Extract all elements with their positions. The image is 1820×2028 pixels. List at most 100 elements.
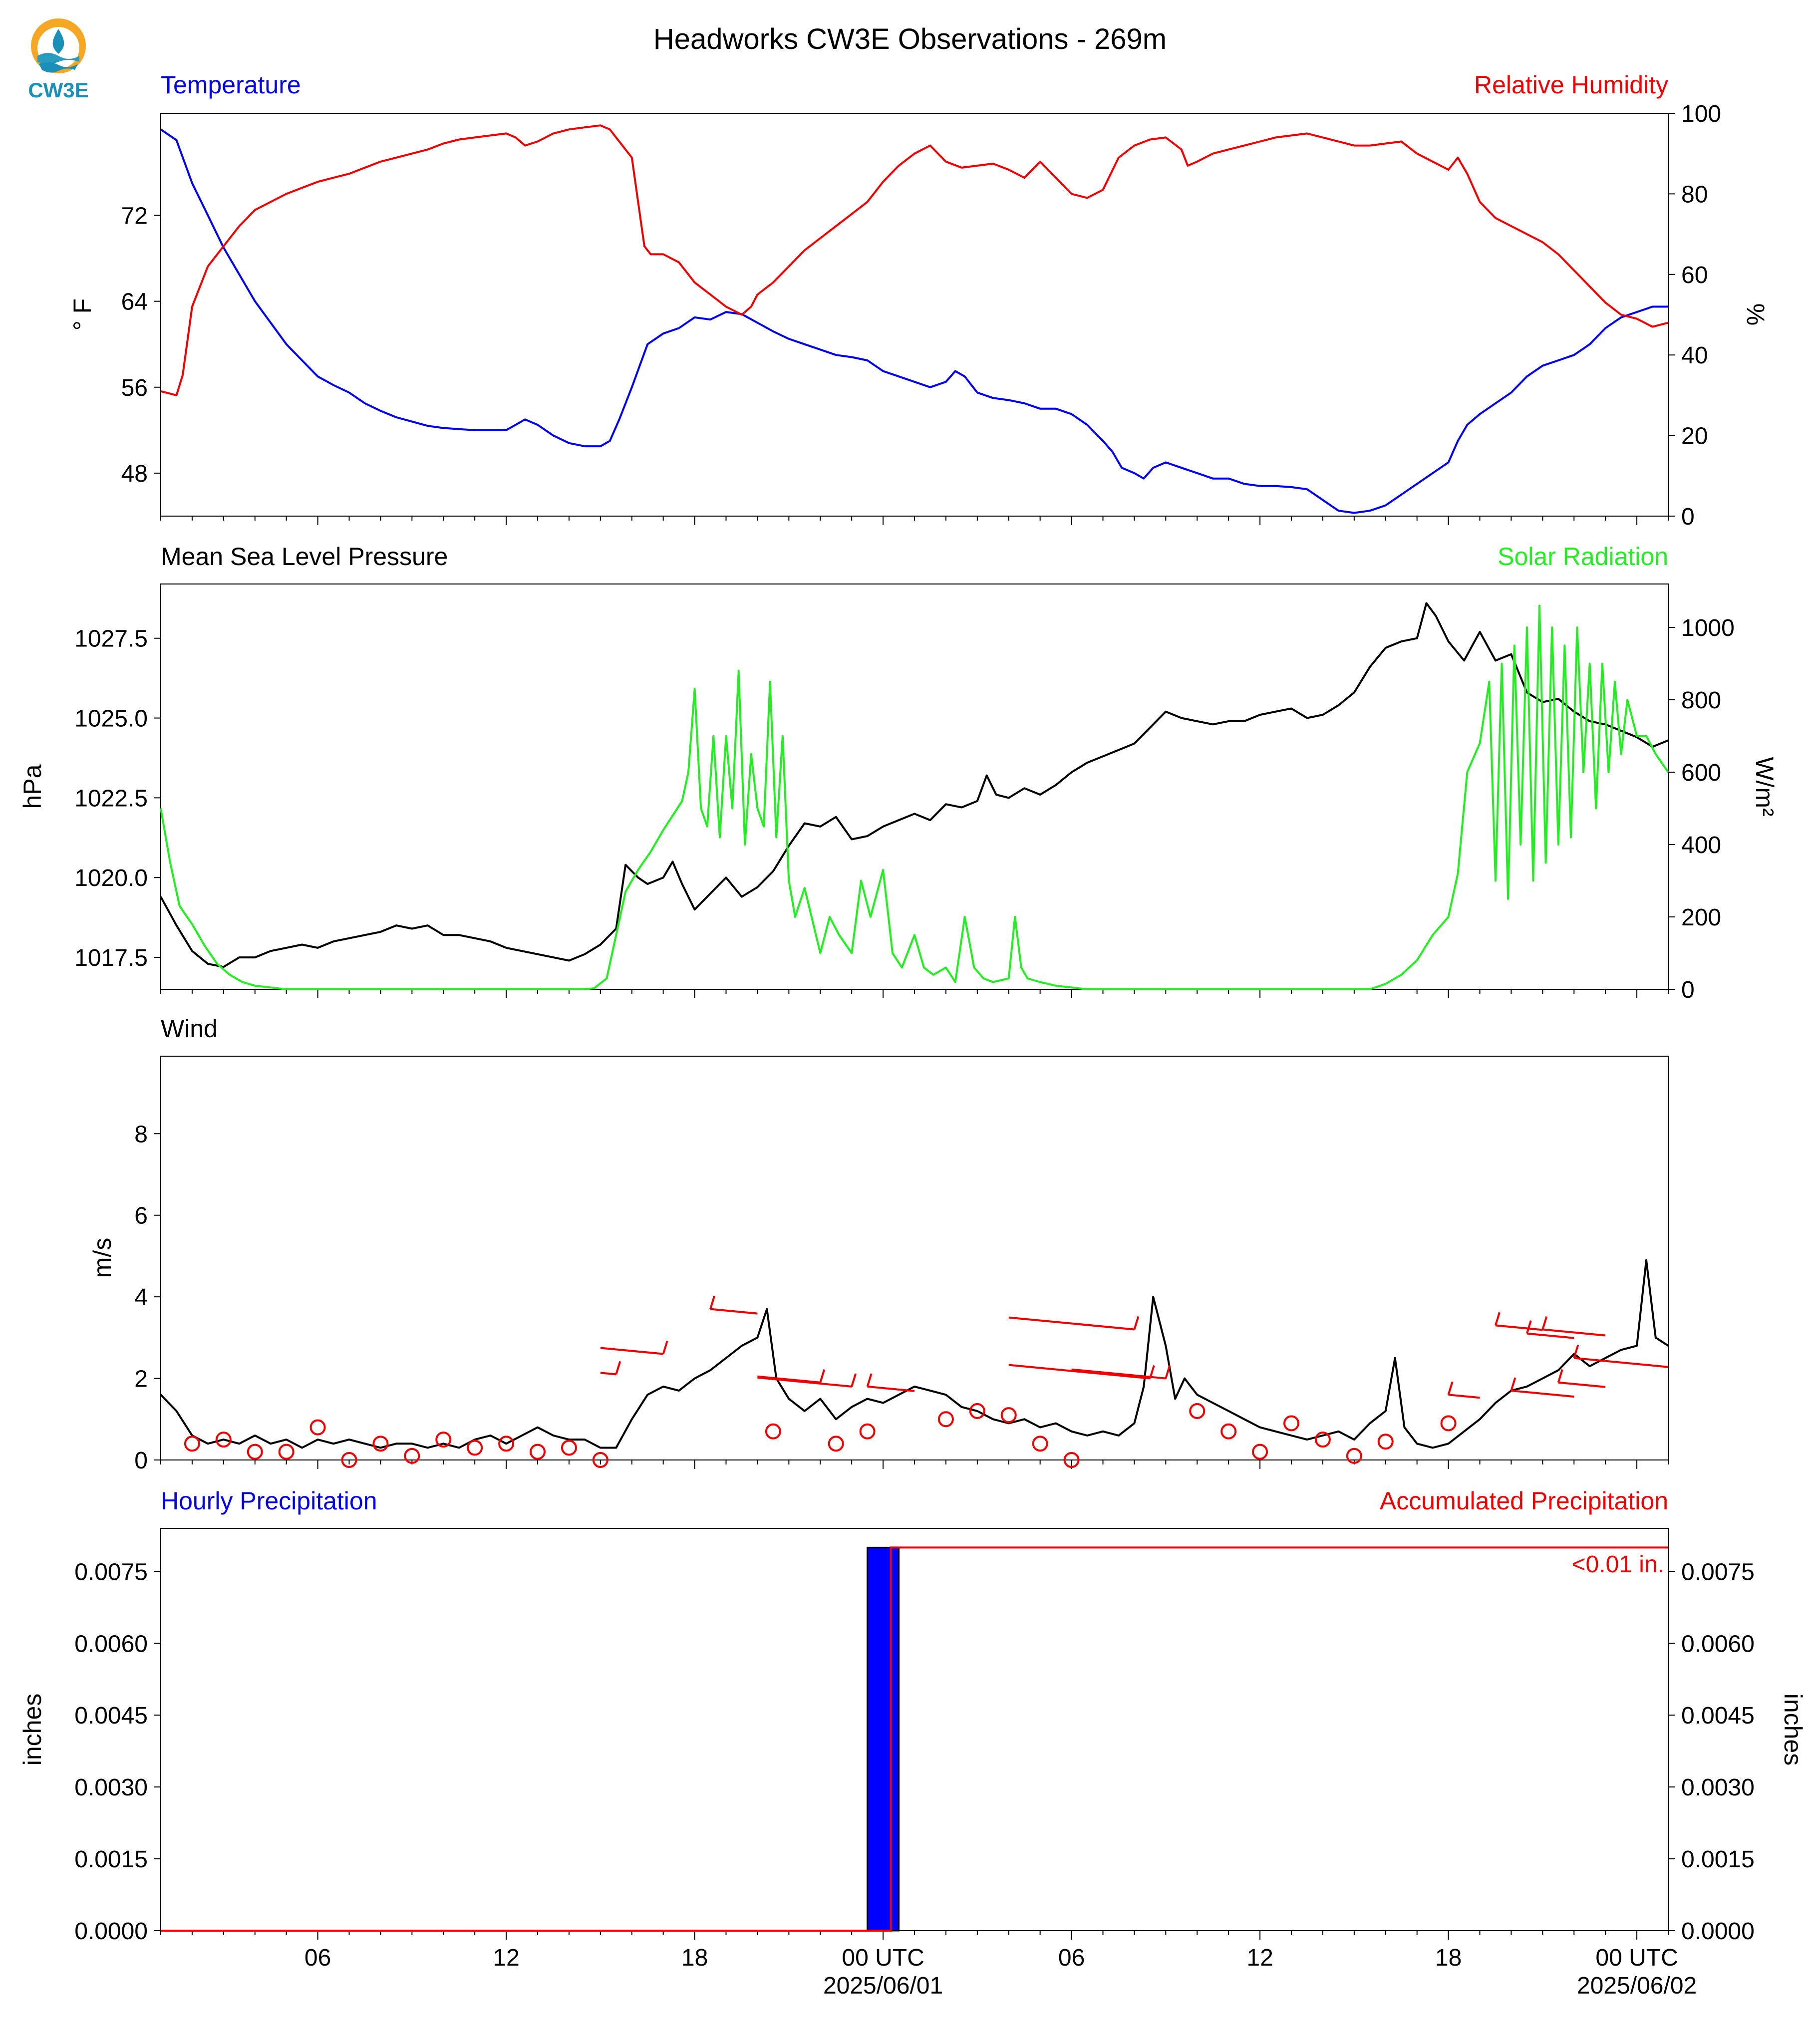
figure-title: Headworks CW3E Observations - 269m <box>653 23 1167 55</box>
logo-wave-icon <box>37 53 79 64</box>
x-tick-label: 06 <box>1058 1945 1085 1971</box>
wind-barb <box>1542 1328 1606 1337</box>
y-tick-label: 72 <box>121 203 148 229</box>
calm-wind-marker <box>937 1411 954 1428</box>
calm-wind-marker <box>1189 1403 1206 1419</box>
calm-wind-marker <box>498 1436 515 1452</box>
wind-barb <box>1071 1368 1166 1380</box>
logo-water-drop-icon <box>52 29 64 54</box>
precip-annotation: <0.01 in. <box>1572 1551 1664 1578</box>
y-tick-label: 1022.5 <box>74 785 148 812</box>
y-tick-label: 40 <box>1681 342 1708 369</box>
temperature-title: Temperature <box>161 71 301 99</box>
wind-barb-flag <box>615 1361 621 1375</box>
panel-temp-rh-frame <box>160 113 1669 517</box>
mslp-ylabel: hPa <box>18 764 46 809</box>
wind-barb-flag <box>1165 1365 1171 1379</box>
y-tick-label: 200 <box>1681 904 1721 931</box>
y-tick-label: 1025.0 <box>74 706 148 732</box>
panel-wind-frame <box>160 1056 1669 1460</box>
y-tick-label: 600 <box>1681 760 1721 786</box>
wind-barb-flag <box>851 1373 857 1387</box>
axis-ticks: 485664720204060801001017.51020.01022.510… <box>74 101 1755 1945</box>
wind-barb-flag <box>1510 1377 1517 1391</box>
x-tick-label: 2025/06/02 <box>1577 1973 1697 1999</box>
wind-barb <box>867 1385 915 1392</box>
calm-wind-marker <box>435 1432 452 1448</box>
calm-wind-marker <box>828 1436 844 1452</box>
calm-wind-marker <box>184 1436 200 1452</box>
data-series <box>160 124 1669 1932</box>
x-tick-label: 00 UTC <box>842 1945 924 1971</box>
wind-barb-flag <box>662 1340 668 1355</box>
wind-barb <box>1558 1381 1606 1388</box>
calm-wind-marker <box>1000 1407 1017 1424</box>
precip-left-ylabel: inches <box>18 1694 46 1766</box>
wind-barb <box>1495 1324 1543 1331</box>
series-line-wind <box>160 1259 1669 1449</box>
wind-barb <box>1008 1316 1135 1331</box>
x-tick-label: 12 <box>1246 1945 1273 1971</box>
accumulated-precip-line <box>161 1546 1668 1932</box>
rh-ylabel: % <box>1742 303 1770 325</box>
wind-barb-flag <box>1541 1316 1548 1330</box>
accumulated-precip-title: Accumulated Precipitation <box>1380 1487 1668 1515</box>
x-tick-label: 18 <box>1435 1945 1462 1971</box>
y-tick-label: 1017.5 <box>74 945 148 971</box>
relative-humidity-title: Relative Humidity <box>1474 71 1668 99</box>
x-tick-label: 06 <box>304 1945 331 1971</box>
calm-wind-marker <box>1346 1448 1362 1464</box>
y-tick-label: 8 <box>134 1121 148 1148</box>
wind-barb <box>757 1376 852 1388</box>
calm-wind-marker <box>530 1444 546 1460</box>
y-tick-label: 6 <box>134 1203 148 1229</box>
calm-wind-marker <box>1252 1444 1268 1460</box>
y-tick-label: 800 <box>1681 687 1721 714</box>
y-tick-label: 0.0015 <box>74 1846 148 1873</box>
calm-wind-marker <box>859 1423 876 1440</box>
y-tick-label: 0.0030 <box>1681 1774 1755 1801</box>
wind-barb <box>710 1308 758 1315</box>
series-line-relative-humidity <box>160 124 1669 396</box>
calm-wind-marker <box>561 1440 577 1456</box>
y-tick-label: 56 <box>121 375 148 401</box>
y-tick-label: 2 <box>134 1366 148 1393</box>
wind-barb-flag <box>1133 1316 1140 1330</box>
precip-right-ylabel: inches <box>1779 1694 1807 1766</box>
y-tick-label: 60 <box>1681 262 1708 289</box>
y-tick-label: 0 <box>1681 504 1695 530</box>
calm-wind-marker <box>592 1452 608 1468</box>
calm-wind-marker <box>247 1444 263 1460</box>
calm-wind-marker <box>215 1432 232 1448</box>
y-tick-label: 400 <box>1681 832 1721 859</box>
x-tick-label: 2025/06/01 <box>823 1973 943 1999</box>
wind-barb <box>1008 1364 1151 1380</box>
wind-barb-flag <box>1495 1312 1501 1326</box>
calm-wind-marker <box>1283 1415 1299 1432</box>
calm-wind-marker <box>309 1419 326 1436</box>
hourly-precip-title: Hourly Precipitation <box>161 1487 377 1515</box>
calm-wind-marker <box>404 1448 420 1464</box>
logo-text: CW3E <box>28 78 88 102</box>
x-tick-label: 12 <box>493 1945 519 1971</box>
y-tick-label: 0.0060 <box>1681 1631 1755 1657</box>
wind-barb-flag <box>1557 1369 1563 1383</box>
y-tick-label: 1027.5 <box>74 626 148 652</box>
y-tick-label: 80 <box>1681 181 1708 208</box>
wind-barb <box>1526 1332 1574 1339</box>
y-tick-label: 0 <box>134 1448 148 1474</box>
temp-ylabel: ° F <box>68 298 96 330</box>
wind-barb-flag <box>866 1373 873 1387</box>
y-tick-label: 0.0000 <box>74 1918 148 1945</box>
x-tick-label: 00 UTC <box>1595 1945 1678 1971</box>
wind-barb-flag <box>1573 1345 1579 1359</box>
series-line-solar-radiation <box>160 604 1669 990</box>
hourly-precip-bar <box>867 1546 900 1932</box>
wind-title: Wind <box>161 1015 218 1043</box>
calm-wind-marker <box>278 1444 295 1460</box>
x-tick-label: 18 <box>681 1945 708 1971</box>
series-line-mean-sea-level-pressure <box>160 602 1669 968</box>
solar-radiation-title: Solar Radiation <box>1498 543 1668 571</box>
